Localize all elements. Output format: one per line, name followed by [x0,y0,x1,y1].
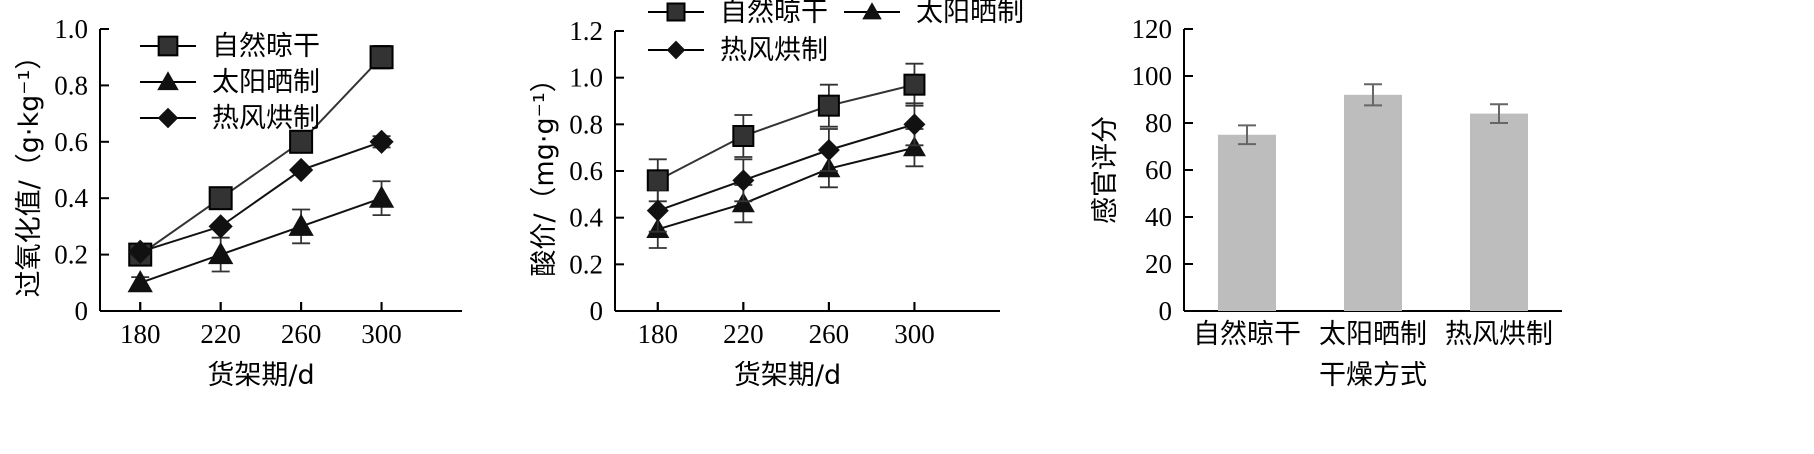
x-tick-label: 300 [894,319,935,349]
bar [1344,94,1402,311]
data-point [817,139,840,161]
data-point [288,213,314,236]
data-point [208,241,234,265]
series-line [139,56,383,256]
series-1 [646,62,926,203]
legend-label: 自然晾干 [212,31,320,62]
series-2 [127,180,395,293]
x-axis-title: 干燥方式 [1319,360,1427,391]
y-tick-label: 60 [1145,155,1172,185]
data-point [646,169,669,192]
legend-label: 热风烘制 [720,35,828,66]
y-tick-label: 0 [1159,296,1173,326]
y-tick-label: 0.4 [569,203,603,233]
data-point [646,199,669,222]
legend-item: 热风烘制 [648,35,828,66]
data-point [289,129,314,154]
x-tick-label: 180 [120,319,161,349]
series-line [657,83,915,182]
line-chart-1: 0 0.2 0.4 0.6 0.8 1.0 180 220 260 300 货架期/d 过氧化值/（g… [14,14,462,391]
data-point [817,94,840,117]
data-point [208,186,233,211]
x-tick-label: 180 [638,319,679,349]
legend-label: 太阳晒制 [212,67,320,98]
data-point [732,169,755,192]
bar [1470,113,1528,311]
y-tick-label: 1.0 [54,14,88,44]
data-point [903,113,926,136]
legend-item: 太阳晒制 [140,67,320,98]
data-point [127,270,153,293]
data-point [368,185,395,208]
category-label: 热风烘制 [1445,319,1553,350]
legend-marker [157,71,179,91]
legend-label: 太阳晒制 [916,0,1024,28]
legend-label: 自然晾干 [720,0,828,28]
data-point [732,125,755,147]
line-chart-2: 0 0.2 0.4 0.6 0.8 1.0 1.2 180 220 260 300 货架期/d 酸价/（… [529,0,1024,391]
series-3 [646,102,926,233]
legend-marker [862,2,882,20]
data-point [208,214,233,239]
y-tick-label: 100 [1132,61,1173,91]
y-tick-label: 1.2 [569,16,603,46]
y-tick-label: 0.2 [54,240,88,270]
y-tick-label: 0 [75,296,89,326]
y-tick-label: 120 [1132,14,1173,44]
x-axis-title: 货架期/d [207,360,314,391]
y-axis-title: 酸价/（mg·g⁻¹） [529,65,560,276]
data-point [903,73,926,96]
legend-marker [666,40,686,60]
y-tick-label: 0.6 [569,156,603,186]
y-tick-label: 80 [1145,108,1172,138]
x-tick-label: 220 [723,319,764,349]
series-3 [128,129,394,264]
y-axis-title: 过氧化值/（g·kg⁻¹） [14,43,45,298]
x-tick-label: 260 [281,319,322,349]
y-tick-label: 40 [1145,202,1172,232]
y-tick-label: 0.8 [54,70,88,100]
y-tick-label: 0.4 [54,183,88,213]
series-line [139,140,382,253]
series-2 [646,128,926,249]
legend-marker [157,107,179,129]
series-line [139,197,382,284]
legend-item: 自然晾干 [140,31,320,62]
legend-item: 太阳晒制 [844,0,1024,28]
y-tick-label: 20 [1145,249,1172,279]
category-label: 太阳晒制 [1319,319,1427,350]
legend-label: 热风烘制 [212,103,320,134]
series-line [657,146,915,231]
series-line [657,123,915,212]
category-label: 自然晾干 [1193,319,1301,350]
legend-item: 热风烘制 [140,103,320,134]
data-point [289,157,314,183]
data-point [128,239,153,264]
legend-item: 自然晾干 [648,0,828,28]
x-axis-title: 货架期/d [734,360,841,391]
y-axis-title: 感官评分 [1090,116,1121,224]
y-tick-label: 0.2 [569,249,603,279]
x-tick-label: 220 [200,319,241,349]
y-tick-label: 1.0 [569,63,603,93]
bar [1218,134,1276,311]
data-point [369,45,394,70]
legend-marker [157,35,179,57]
legend-marker [666,2,686,22]
x-tick-label: 260 [809,319,850,349]
y-tick-label: 0.8 [569,109,603,139]
y-tick-label: 0.6 [54,127,88,157]
data-point [369,129,394,154]
y-tick-label: 0 [590,296,604,326]
x-tick-label: 300 [361,319,402,349]
